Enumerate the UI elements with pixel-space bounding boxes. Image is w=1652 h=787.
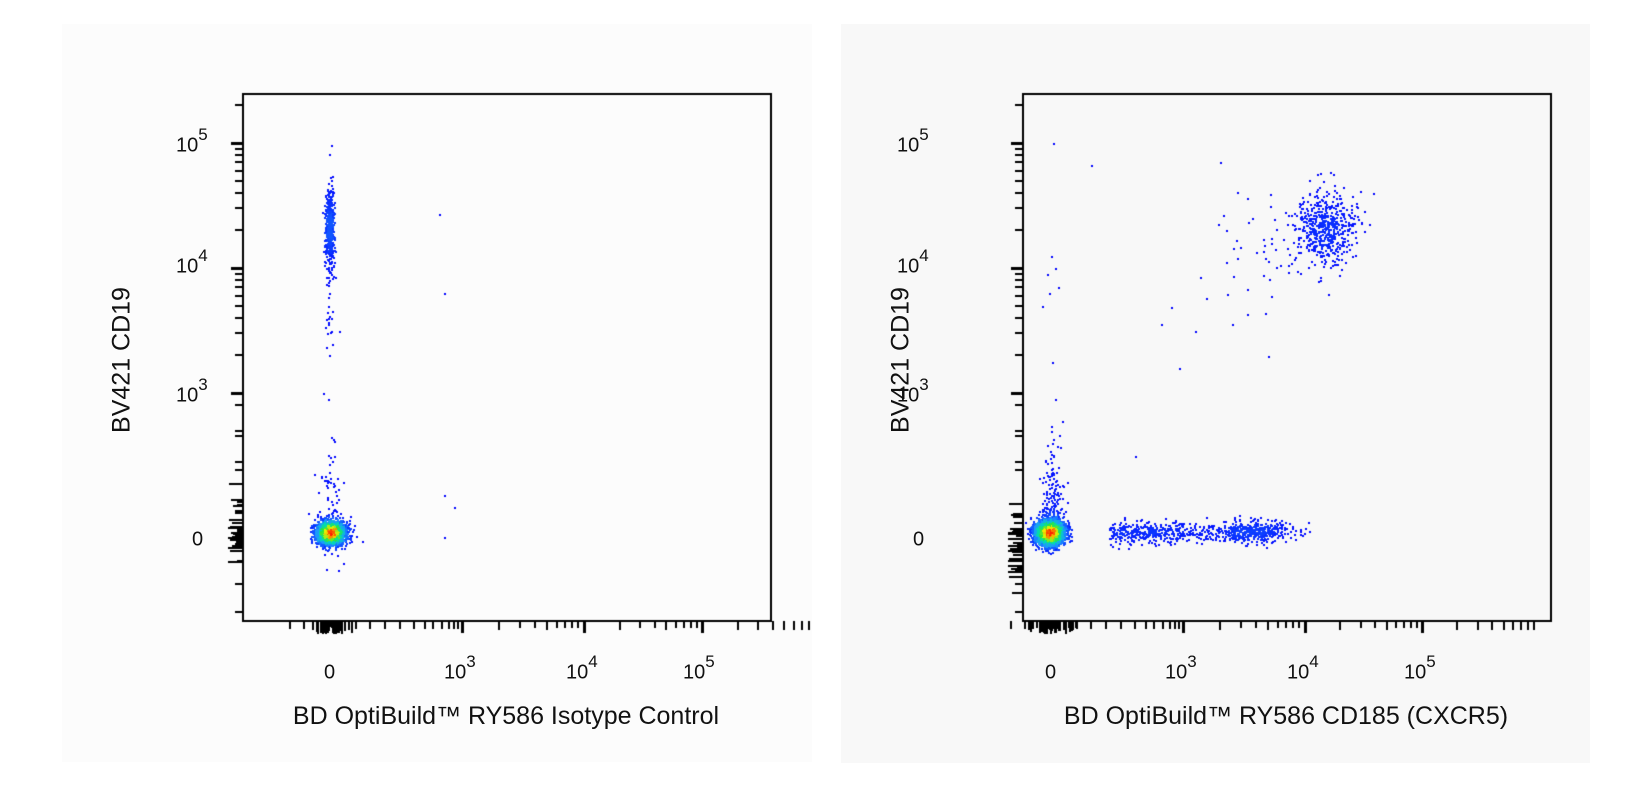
y-tick-1e5: 105 — [176, 125, 208, 157]
y-tick-1e3: 103 — [897, 375, 929, 407]
y-axis-title-right: BV421 CD19 — [886, 287, 915, 433]
x-tick-1e3: 103 — [1165, 652, 1197, 684]
y-tick-1e4: 104 — [176, 246, 208, 278]
x-axis-title-left: BD OptiBuild™ RY586 Isotype Control — [292, 702, 720, 730]
y-tick-0: 0 — [192, 528, 204, 551]
y-axis-title-left: BV421 CD19 — [107, 287, 136, 433]
x-tick-1e5: 105 — [1404, 652, 1436, 684]
y-tick-0: 0 — [913, 528, 925, 551]
y-tick-1e4: 104 — [897, 246, 929, 278]
x-tick-0: 0 — [324, 661, 336, 684]
y-tick-1e3: 103 — [176, 375, 208, 407]
x-axis-title-right: BD OptiBuild™ RY586 CD185 (CXCR5) — [1063, 702, 1509, 730]
density-scatter-plot-right — [841, 24, 1590, 763]
x-tick-0: 0 — [1045, 661, 1057, 684]
x-tick-1e5: 105 — [683, 652, 715, 684]
plot-panel-left: BV421 CD19 BD OptiBuild™ RY586 Isotype C… — [62, 24, 812, 762]
density-scatter-plot-left — [62, 24, 812, 762]
plot-panel-right: BV421 CD19 BD OptiBuild™ RY586 CD185 (CX… — [841, 24, 1590, 763]
y-tick-1e5: 105 — [897, 125, 929, 157]
x-tick-1e4: 104 — [566, 652, 598, 684]
x-tick-1e4: 104 — [1287, 652, 1319, 684]
x-tick-1e3: 103 — [444, 652, 476, 684]
